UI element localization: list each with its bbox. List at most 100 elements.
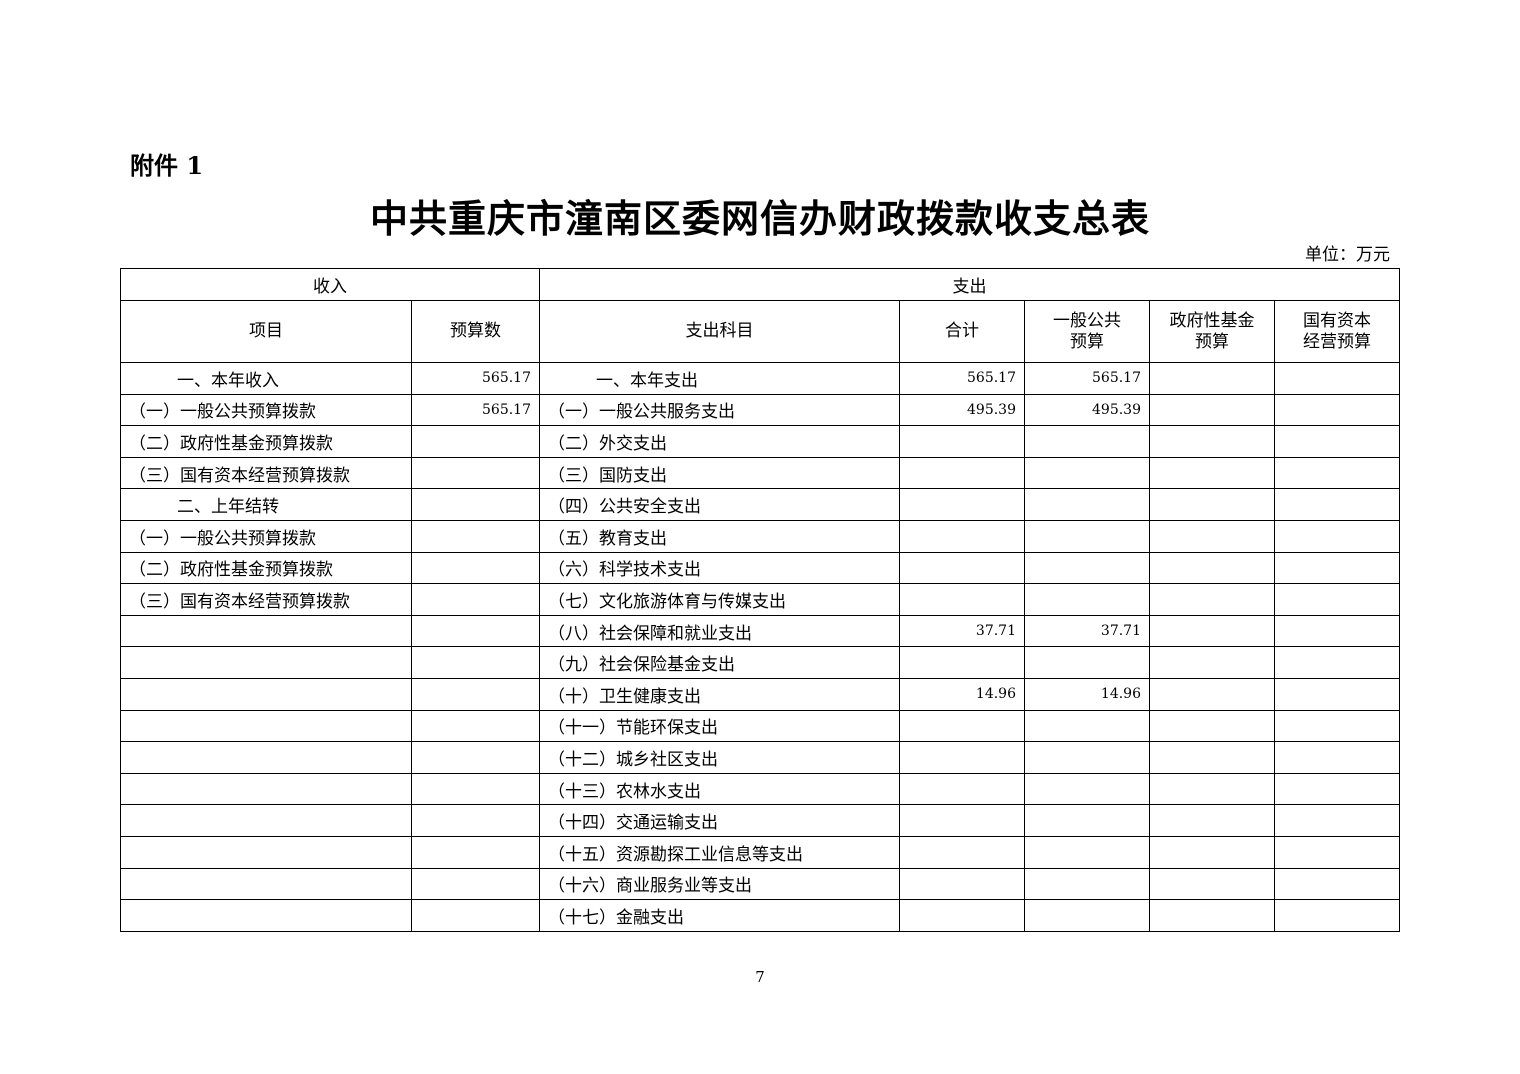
- cell-item: [120, 772, 412, 806]
- cell-total: [899, 867, 1025, 901]
- table-row: （十三）农林水支出: [120, 772, 1401, 806]
- cell-general: [1024, 867, 1150, 901]
- cell-general: [1024, 646, 1150, 679]
- cell-budget: [411, 677, 540, 711]
- cell-budget: [411, 583, 540, 616]
- cell-state: [1273, 772, 1401, 806]
- cell-fund: [1149, 772, 1275, 806]
- cell-state: [1273, 646, 1401, 679]
- cell-budget: 565.17: [411, 393, 540, 427]
- cell-budget: [411, 835, 540, 869]
- cell-subject: （四）公共安全支出: [539, 488, 900, 521]
- cell-subject: （八）社会保障和就业支出: [539, 614, 900, 648]
- column-header: 项目: [120, 300, 412, 363]
- cell-item: （三）国有资本经营预算拨款: [120, 456, 412, 490]
- cell-general: [1024, 772, 1150, 806]
- cell-general: [1024, 899, 1150, 932]
- cell-item: [120, 899, 412, 932]
- cell-budget: [411, 488, 540, 521]
- cell-subject: （十二）城乡社区支出: [539, 741, 900, 774]
- expense-header: 支出: [538, 268, 1401, 301]
- cell-item: （一）一般公共预算拨款: [120, 519, 412, 553]
- cell-general: 37.71: [1024, 614, 1150, 648]
- cell-subject: （十五）资源勘探工业信息等支出: [539, 835, 900, 869]
- cell-item: [120, 646, 412, 679]
- cell-general: [1024, 425, 1150, 458]
- cell-total: [899, 772, 1025, 806]
- page-title: 中共重庆市潼南区委网信办财政拨款收支总表: [369, 196, 1150, 241]
- cell-fund: [1149, 456, 1275, 490]
- cell-general: [1024, 456, 1150, 490]
- cell-total: [899, 709, 1025, 743]
- cell-general: 14.96: [1024, 677, 1150, 711]
- cell-subject: 一、本年支出: [539, 362, 900, 395]
- page-number: 7: [755, 968, 765, 986]
- cell-state: [1273, 519, 1401, 553]
- cell-item: （一）一般公共预算拨款: [120, 393, 412, 427]
- cell-budget: [411, 709, 540, 743]
- column-header: 一般公共 预算: [1024, 300, 1150, 363]
- cell-budget: [411, 614, 540, 648]
- cell-total: [899, 456, 1025, 490]
- cell-subject: （二）外交支出: [539, 425, 900, 458]
- cell-budget: [411, 772, 540, 806]
- cell-state: [1273, 456, 1401, 490]
- cell-subject: （十七）金融支出: [539, 899, 900, 932]
- cell-total: [899, 899, 1025, 932]
- cell-state: [1273, 899, 1401, 932]
- cell-fund: [1149, 583, 1275, 616]
- cell-item: 二、上年结转: [120, 488, 412, 521]
- table-row: （一）一般公共预算拨款 565.17 （一）一般公共服务支出 495.39 495.39: [120, 393, 1401, 427]
- cell-general: [1024, 519, 1150, 553]
- cell-total: [899, 741, 1025, 774]
- cell-total: [899, 583, 1025, 616]
- cell-total: 14.96: [899, 677, 1025, 711]
- cell-total: [899, 551, 1025, 585]
- table-row: （十六）商业服务业等支出: [120, 867, 1401, 901]
- cell-general: [1024, 488, 1150, 521]
- cell-total: [899, 646, 1025, 679]
- cell-item: （三）国有资本经营预算拨款: [120, 583, 412, 616]
- cell-fund: [1149, 677, 1275, 711]
- cell-subject: （十）卫生健康支出: [539, 677, 900, 711]
- cell-item: [120, 741, 412, 774]
- cell-subject: （一）一般公共服务支出: [539, 393, 900, 427]
- table-row: （十七）金融支出: [120, 899, 1401, 932]
- cell-total: 37.71: [899, 614, 1025, 648]
- cell-state: [1273, 677, 1401, 711]
- cell-state: [1273, 741, 1401, 774]
- cell-fund: [1149, 867, 1275, 901]
- unit-label: 单位：万元: [1305, 245, 1390, 265]
- cell-item: [120, 614, 412, 648]
- table-row: （十五）资源勘探工业信息等支出: [120, 835, 1401, 869]
- table-row: （十四）交通运输支出: [120, 804, 1401, 837]
- cell-general: 565.17: [1024, 362, 1150, 395]
- cell-item: 一、本年收入: [120, 362, 412, 395]
- cell-total: 565.17: [899, 362, 1025, 395]
- cell-subject: （十一）节能环保支出: [539, 709, 900, 743]
- cell-total: [899, 835, 1025, 869]
- cell-general: [1024, 835, 1150, 869]
- cell-item: [120, 867, 412, 901]
- cell-subject: （十三）农林水支出: [539, 772, 900, 806]
- cell-general: 495.39: [1024, 393, 1150, 427]
- cell-state: [1273, 362, 1401, 395]
- header-row-group: 收入 支出: [120, 268, 1401, 301]
- cell-state: [1273, 425, 1401, 458]
- cell-item: [120, 709, 412, 743]
- income-header: 收入: [120, 268, 540, 301]
- table-row: （三）国有资本经营预算拨款 （三）国防支出: [120, 456, 1401, 490]
- cell-item: [120, 835, 412, 869]
- cell-budget: [411, 425, 540, 458]
- table-row: 一、本年收入 565.17 一、本年支出 565.17 565.17: [120, 362, 1401, 395]
- cell-total: [899, 519, 1025, 553]
- cell-budget: [411, 519, 540, 553]
- cell-total: [899, 804, 1025, 837]
- table-row: （十二）城乡社区支出: [120, 741, 1401, 774]
- table-row: （十）卫生健康支出 14.96 14.96: [120, 677, 1401, 711]
- cell-fund: [1149, 425, 1275, 458]
- table-row: （九）社会保险基金支出: [120, 646, 1401, 679]
- cell-subject: （十四）交通运输支出: [539, 804, 900, 837]
- cell-budget: [411, 741, 540, 774]
- cell-state: [1273, 614, 1401, 648]
